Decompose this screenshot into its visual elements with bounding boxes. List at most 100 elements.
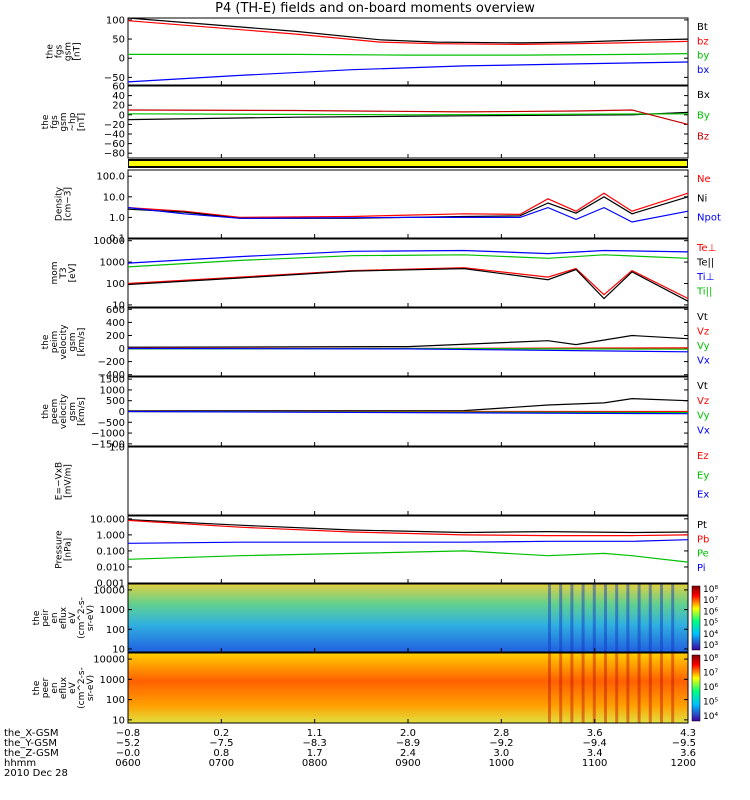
panel-frame <box>127 307 689 377</box>
xaxis-tick-value: 1.1 <box>307 728 323 739</box>
ylabel-line: [nT] <box>73 42 83 60</box>
spectrogram-streak <box>581 584 585 652</box>
ylabel-line: [mV/m] <box>64 464 74 498</box>
series-Te⊥ <box>127 267 689 300</box>
spectrogram-streak <box>626 653 630 723</box>
legend-bx: bx <box>697 65 709 76</box>
ylabel-line: en <box>50 682 60 693</box>
panel-fgs_mag <box>127 17 689 86</box>
spectrogram-streak <box>615 653 619 723</box>
ytick-label: 400 <box>106 318 125 329</box>
ytick-label: 100 <box>106 625 125 636</box>
ylabel-line: mom <box>50 261 60 284</box>
ylabel-line: peer <box>41 677 51 698</box>
legend-Vy: Vy <box>697 341 710 352</box>
ylabel-line: eV <box>68 681 78 694</box>
panel-frame <box>127 17 689 86</box>
ytick-label: 1000 <box>100 258 125 269</box>
spectrogram-streak <box>637 653 641 723</box>
xaxis-tick-value: 3.4 <box>587 748 603 759</box>
ytick-label: 0.100 <box>96 546 125 557</box>
ytick-label: 500 <box>106 396 125 407</box>
series-Te|| <box>127 267 689 302</box>
series-bz <box>127 20 689 46</box>
ytick-label: 0 <box>119 110 125 121</box>
xaxis-tick-value: 4.3 <box>680 728 696 739</box>
xaxis-row-label: the_X-GSM <box>4 728 58 739</box>
spectrogram-streak <box>671 584 675 652</box>
ylabel-line: the <box>41 114 51 129</box>
xaxis-tick-value: −0.8 <box>116 728 140 739</box>
legend-Vz: Vz <box>697 396 709 407</box>
colorbar <box>691 654 701 722</box>
ylabel-line: sr-eV) <box>86 605 96 631</box>
ytick-label: −80 <box>104 149 125 160</box>
xaxis-tick-value: 0900 <box>395 758 420 769</box>
ytick-label: 10 <box>112 300 125 311</box>
colorbar-label: 10⁸ <box>703 654 718 664</box>
panel-peer <box>127 652 701 724</box>
series-bx <box>127 61 689 83</box>
ytick-label: 20 <box>112 101 125 112</box>
ylabel-line: fgs <box>55 44 65 58</box>
legend-Vx: Vx <box>697 356 710 367</box>
ytick-label: 60 <box>112 82 125 93</box>
xaxis-tick-value: 3.0 <box>493 748 509 759</box>
panel-frame <box>127 446 689 516</box>
ytick-label: 1.0 <box>109 213 125 224</box>
colorbar-label: 10⁴ <box>703 630 718 640</box>
ytick-label: 10 <box>112 715 125 726</box>
ylabel-line: the <box>32 610 42 625</box>
legend-Ti⊥: Ti⊥ <box>696 272 714 283</box>
ylabel-line: Density <box>55 186 65 221</box>
ytick-label: 1000 <box>100 675 125 686</box>
ylabel-line: [km/s] <box>77 328 87 357</box>
ylabel-line: gsm <box>64 42 74 61</box>
ytick-label: 200 <box>106 331 125 342</box>
spectrogram-streak <box>660 653 663 723</box>
ytick-label: −400 <box>98 370 125 381</box>
legend-Pi: Pi <box>697 563 706 574</box>
ylabel-line: the <box>46 44 56 59</box>
xaxis-row-label: the_Z-GSM <box>4 748 59 759</box>
xaxis-row-label: the_Y-GSM <box>4 738 57 749</box>
legend-Vx: Vx <box>697 425 710 436</box>
spectrogram-streak <box>626 584 630 652</box>
ytick-label: 10000 <box>93 655 125 666</box>
ylabel-line: [cm−3] <box>64 187 74 221</box>
xaxis-tick-value: 2.8 <box>493 728 509 739</box>
xaxis-tick-value: −9.4 <box>582 738 606 749</box>
xaxis-tick-value: 1200 <box>671 758 696 769</box>
ytick-label: −20 <box>104 120 125 131</box>
spectrogram-streak <box>648 653 652 723</box>
ylabel-line: the <box>41 334 51 349</box>
ylabel-line: gsm <box>59 112 69 131</box>
ylabel-line: peim <box>50 331 60 354</box>
ytick-label: −1500 <box>91 439 125 450</box>
panel-frame <box>127 238 689 308</box>
xaxis-tick-value: 0700 <box>209 758 234 769</box>
series-by <box>128 53 689 56</box>
ytick-label: 0.010 <box>96 562 125 573</box>
legend-Ti||: Ti|| <box>696 287 712 298</box>
ytick-label: 0 <box>119 407 125 418</box>
legend-Te||: Te|| <box>696 258 714 269</box>
series-Vt <box>127 334 689 348</box>
ytick-label: 10000 <box>93 236 125 247</box>
ytick-label: 0 <box>119 344 125 355</box>
colorbar-label: 10³ <box>703 641 718 651</box>
ylabel-line: [nT] <box>77 113 87 131</box>
spectrogram-streak <box>548 584 551 652</box>
ytick-label: −60 <box>104 139 125 150</box>
xaxis-tick-value: 0600 <box>115 758 140 769</box>
ylabel-line: Pressure <box>55 530 65 569</box>
series-Pe <box>127 550 689 563</box>
ylabel-line: velocity <box>59 324 69 360</box>
xaxis-tick-value: −9.5 <box>672 738 696 749</box>
legend-Vy: Vy <box>697 411 710 422</box>
legend-bz: bz <box>697 36 709 47</box>
ytick-label: 10.000 <box>90 514 125 525</box>
ytick-label: 10000 <box>93 585 125 596</box>
panel-efs_dot0 <box>128 159 688 168</box>
yellow-band <box>129 161 687 166</box>
